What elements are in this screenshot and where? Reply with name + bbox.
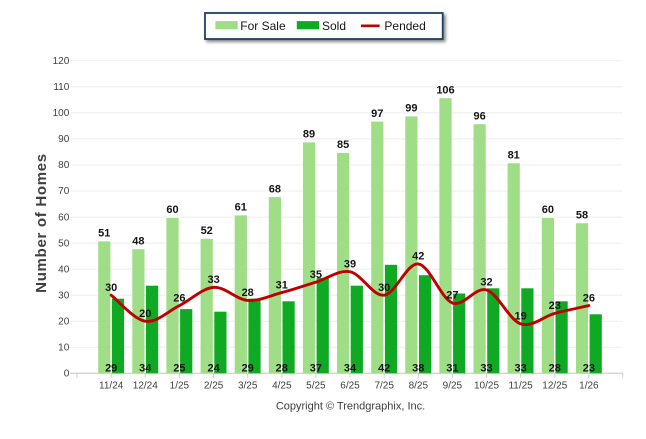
svg-text:1/25: 1/25 — [170, 381, 190, 392]
svg-text:31: 31 — [276, 279, 288, 291]
svg-text:24: 24 — [207, 362, 220, 374]
svg-text:19: 19 — [514, 311, 526, 323]
svg-text:60: 60 — [58, 212, 70, 223]
svg-text:29: 29 — [242, 362, 254, 374]
svg-text:50: 50 — [58, 238, 70, 249]
svg-text:106: 106 — [436, 84, 454, 96]
svg-text:33: 33 — [207, 274, 219, 286]
svg-text:42: 42 — [412, 251, 424, 263]
svg-text:8/25: 8/25 — [409, 381, 429, 392]
svg-text:7/25: 7/25 — [374, 381, 394, 392]
svg-text:35: 35 — [310, 269, 322, 281]
svg-text:30: 30 — [378, 282, 390, 294]
svg-text:40: 40 — [58, 264, 70, 275]
svg-text:68: 68 — [269, 183, 281, 195]
svg-text:11/24: 11/24 — [99, 381, 124, 392]
svg-text:10/25: 10/25 — [474, 381, 499, 392]
svg-text:60: 60 — [166, 204, 178, 216]
svg-text:Number of Homes: Number of Homes — [33, 153, 50, 293]
svg-text:12/24: 12/24 — [133, 381, 158, 392]
svg-text:28: 28 — [242, 287, 254, 299]
svg-text:51: 51 — [98, 228, 110, 240]
svg-text:2/25: 2/25 — [204, 381, 224, 392]
svg-text:Copyright © Trendgraphix, Inc.: Copyright © Trendgraphix, Inc. — [276, 401, 425, 413]
svg-text:37: 37 — [310, 362, 322, 374]
svg-text:12/25: 12/25 — [542, 381, 567, 392]
svg-text:52: 52 — [201, 225, 213, 237]
svg-text:32: 32 — [480, 277, 492, 289]
svg-text:34: 34 — [344, 362, 357, 374]
svg-text:70: 70 — [58, 186, 70, 197]
svg-text:10: 10 — [58, 343, 70, 354]
svg-text:34: 34 — [139, 362, 152, 374]
svg-text:60: 60 — [542, 204, 554, 216]
svg-text:30: 30 — [105, 282, 117, 294]
svg-text:27: 27 — [446, 290, 458, 302]
svg-text:39: 39 — [344, 258, 356, 270]
svg-text:30: 30 — [58, 290, 70, 301]
svg-text:85: 85 — [337, 139, 349, 151]
svg-text:For Sale: For Sale — [240, 19, 286, 33]
svg-text:61: 61 — [235, 202, 247, 214]
svg-text:58: 58 — [576, 209, 588, 221]
svg-text:42: 42 — [378, 362, 390, 374]
svg-text:80: 80 — [58, 160, 70, 171]
svg-text:28: 28 — [549, 362, 561, 374]
svg-text:90: 90 — [58, 134, 70, 145]
svg-text:99: 99 — [405, 103, 417, 115]
svg-text:120: 120 — [53, 56, 70, 67]
svg-text:25: 25 — [173, 362, 185, 374]
svg-text:89: 89 — [303, 129, 315, 141]
svg-text:4/25: 4/25 — [272, 381, 292, 392]
svg-text:1/26: 1/26 — [579, 381, 599, 392]
svg-text:28: 28 — [276, 362, 288, 374]
svg-text:110: 110 — [53, 82, 69, 93]
svg-text:31: 31 — [446, 362, 458, 374]
svg-text:97: 97 — [371, 108, 383, 120]
svg-text:33: 33 — [514, 362, 526, 374]
svg-text:23: 23 — [549, 300, 561, 312]
svg-text:20: 20 — [139, 308, 151, 320]
svg-text:100: 100 — [53, 108, 70, 119]
svg-text:81: 81 — [508, 150, 520, 162]
svg-text:11/25: 11/25 — [508, 381, 533, 392]
svg-text:29: 29 — [105, 362, 117, 374]
svg-text:33: 33 — [480, 362, 492, 374]
svg-text:23: 23 — [583, 362, 595, 374]
svg-text:38: 38 — [412, 362, 424, 374]
svg-text:6/25: 6/25 — [340, 381, 360, 392]
svg-text:26: 26 — [173, 292, 185, 304]
svg-text:20: 20 — [58, 316, 70, 327]
svg-text:3/25: 3/25 — [238, 381, 258, 392]
svg-text:5/25: 5/25 — [306, 381, 326, 392]
svg-text:96: 96 — [473, 110, 485, 122]
svg-text:Pended: Pended — [384, 19, 425, 33]
svg-text:Sold: Sold — [322, 19, 346, 33]
svg-text:26: 26 — [583, 292, 595, 304]
svg-text:9/25: 9/25 — [443, 381, 463, 392]
svg-text:48: 48 — [132, 235, 144, 247]
svg-text:0: 0 — [64, 369, 70, 380]
